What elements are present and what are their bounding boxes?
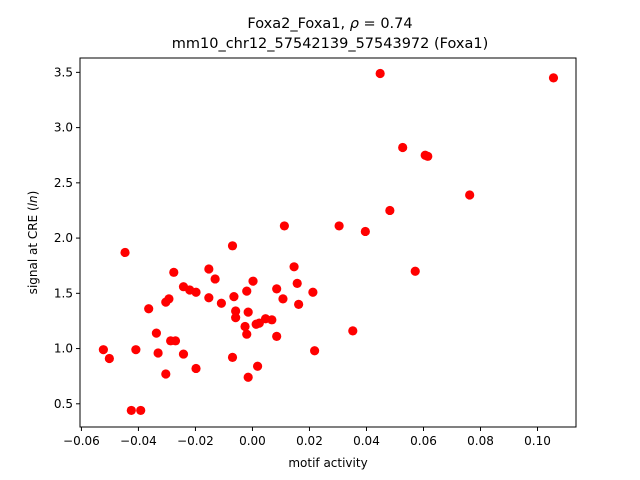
data-point xyxy=(120,247,130,258)
data-point xyxy=(360,226,370,237)
data-point xyxy=(144,304,154,314)
data-point xyxy=(548,73,559,83)
data-point xyxy=(385,205,395,216)
x-tick-label: 0.08 xyxy=(467,434,494,448)
data-point xyxy=(334,221,344,231)
chart-title-rho: ρ xyxy=(350,16,360,32)
data-point xyxy=(272,331,282,342)
data-points xyxy=(98,68,559,416)
data-point xyxy=(170,336,181,346)
data-point xyxy=(164,294,174,304)
data-point xyxy=(308,287,318,297)
data-point xyxy=(204,293,214,303)
data-point xyxy=(248,276,258,286)
data-point xyxy=(272,284,282,294)
data-point xyxy=(240,321,250,332)
chart-title-line2: mm10_chr12_57542139_57543972 (Foxa1) xyxy=(172,36,489,52)
data-point xyxy=(243,372,253,382)
data-point xyxy=(227,241,238,251)
y-tick-label: 3.5 xyxy=(54,65,73,79)
data-point xyxy=(126,405,136,416)
data-point xyxy=(104,353,114,364)
data-point xyxy=(242,329,252,339)
data-point xyxy=(204,264,214,274)
data-point xyxy=(210,274,220,284)
data-point xyxy=(375,68,385,79)
y-tick-label: 3.0 xyxy=(54,121,73,135)
data-point xyxy=(279,221,289,231)
y-tick-label: 1.0 xyxy=(54,342,73,356)
y-tick-label: 2.0 xyxy=(54,231,73,245)
y-axis-label-italic: ln xyxy=(26,195,40,206)
data-point xyxy=(294,299,304,309)
y-axis-label-prefix: signal at CRE ( xyxy=(26,206,40,294)
x-tick-label: −0.06 xyxy=(63,434,100,448)
data-point xyxy=(216,298,226,308)
data-point xyxy=(410,266,420,276)
data-point xyxy=(252,361,263,371)
data-point xyxy=(153,348,163,358)
y-tick-label: 2.5 xyxy=(54,176,73,190)
x-tick-label: 0.10 xyxy=(524,434,551,448)
x-axis-label: motif activity xyxy=(288,456,367,470)
x-tick-label: 0.02 xyxy=(296,434,323,448)
data-point xyxy=(267,315,277,325)
data-point xyxy=(292,278,302,288)
x-tick-label: 0.00 xyxy=(239,434,266,448)
data-point xyxy=(289,262,299,272)
data-point xyxy=(151,328,161,338)
data-point xyxy=(242,286,252,296)
chart-title-prefix: Foxa2_Foxa1, xyxy=(247,16,349,32)
data-point xyxy=(229,292,239,302)
data-point xyxy=(131,345,141,355)
data-point xyxy=(227,352,238,362)
data-point xyxy=(465,190,475,200)
data-point xyxy=(278,294,288,304)
x-tick-label: −0.04 xyxy=(120,434,157,448)
chart-title-suffix: = 0.74 xyxy=(359,16,413,32)
data-point xyxy=(231,313,241,323)
data-point xyxy=(178,349,189,359)
data-point xyxy=(398,142,408,153)
y-axis-label: signal at CRE (ln) xyxy=(26,191,40,295)
data-point xyxy=(191,287,201,297)
x-tick-label: 0.04 xyxy=(353,434,380,448)
data-point xyxy=(231,306,241,316)
y-axis-ticks: 0.5 1.0 1.5 2.0 2.5 3.0 3.5 xyxy=(54,65,80,411)
x-tick-label: −0.02 xyxy=(177,434,214,448)
x-tick-label: 0.06 xyxy=(410,434,437,448)
chart-title-line1: Foxa2_Foxa1, ρ = 0.74 xyxy=(247,16,412,32)
data-point xyxy=(310,346,320,356)
y-axis-label-suffix: ) xyxy=(26,191,40,196)
plot-frame xyxy=(79,57,577,428)
data-point xyxy=(423,151,433,161)
data-point xyxy=(243,307,253,317)
data-point xyxy=(136,405,146,416)
data-point xyxy=(348,326,358,336)
x-axis-ticks: −0.06 −0.04 −0.02 0.00 0.02 0.04 0.06 0.08 0.10 xyxy=(63,427,551,448)
y-tick-label: 0.5 xyxy=(54,397,73,411)
y-tick-label: 1.5 xyxy=(54,286,73,300)
data-point xyxy=(169,267,179,277)
data-point xyxy=(98,345,108,355)
data-point xyxy=(191,363,201,374)
data-point xyxy=(161,369,171,379)
